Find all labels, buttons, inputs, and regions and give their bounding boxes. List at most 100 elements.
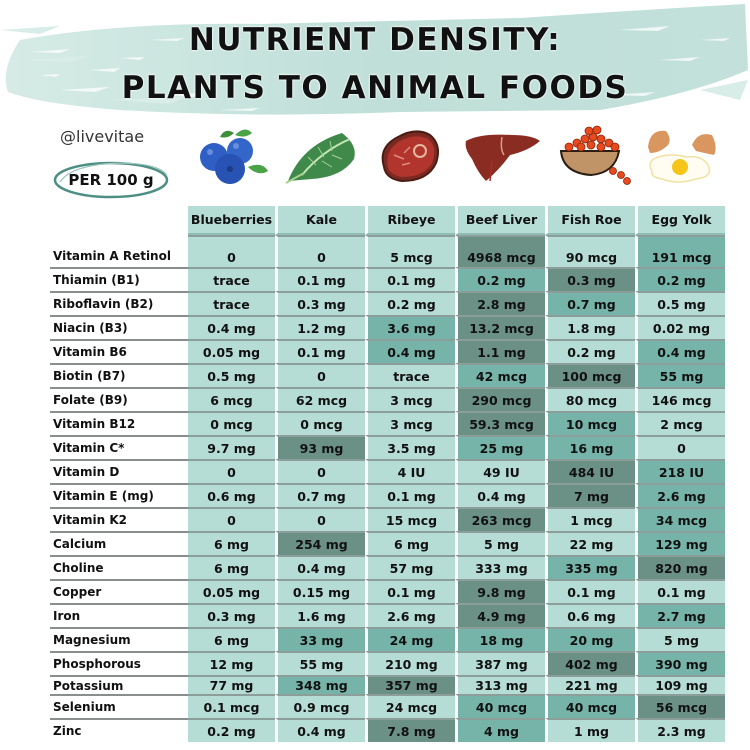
value-cell: 0.5 mg	[188, 363, 275, 387]
table-row: Vitamin A Retinol 0 0 5 mcg 4968 mcg 90 mcg 19…	[50, 235, 725, 267]
value-cell: 1.1 mg	[455, 339, 545, 363]
nutrient-label: Thiamin (B1)	[50, 267, 188, 291]
value-cell: 146 mcg	[635, 387, 725, 411]
value-cell: 0.2 mg	[188, 718, 275, 742]
kale-icon	[285, 133, 355, 184]
value-cell: 6 mcg	[188, 387, 275, 411]
table-row: Vitamin C* 9.7 mg 93 mg 3.5 mg 25 mg 16 mg 0	[50, 435, 725, 459]
nutrient-label: Iron	[50, 603, 188, 627]
value-cell: trace	[188, 267, 275, 291]
value-cell: 93 mg	[275, 435, 365, 459]
value-cell: 2.6 mg	[635, 483, 725, 507]
value-cell: 1.2 mg	[275, 315, 365, 339]
value-cell: 5 mcg	[365, 235, 455, 267]
value-cell: 22 mg	[545, 531, 635, 555]
nutrient-label: Vitamin K2	[50, 507, 188, 531]
table-row: Vitamin B6 0.05 mg 0.1 mg 0.4 mg 1.1 mg 0.2 m…	[50, 339, 725, 363]
value-cell: 0	[275, 235, 365, 267]
value-cell: 4.9 mg	[455, 603, 545, 627]
value-cell: 0.4 mg	[275, 718, 365, 742]
value-cell: 0	[188, 235, 275, 267]
table-row: Choline 6 mg 0.4 mg 57 mg 333 mg 335 mg 820 mg	[50, 555, 725, 579]
blueberries-icon	[200, 129, 268, 184]
value-cell: 0	[275, 507, 365, 531]
value-cell: 16 mg	[545, 435, 635, 459]
value-cell: 0 mcg	[275, 411, 365, 435]
value-cell: 15 mcg	[365, 507, 455, 531]
value-cell: 348 mg	[275, 675, 365, 694]
value-cell: trace	[365, 363, 455, 387]
value-cell: 49 IU	[455, 459, 545, 483]
nutrient-label: Vitamin D	[50, 459, 188, 483]
title-line-1: NUTRIENT DENSITY:	[188, 22, 562, 58]
value-cell: 9.8 mg	[455, 579, 545, 603]
value-cell: 56 mcg	[635, 694, 725, 718]
title-line-2: PLANTS TO ANIMAL FOODS	[121, 70, 629, 106]
value-cell: 1 mg	[545, 718, 635, 742]
value-cell: 254 mg	[275, 531, 365, 555]
value-cell: 387 mg	[455, 651, 545, 675]
value-cell: 0.4 mg	[455, 483, 545, 507]
value-cell: 0	[188, 507, 275, 531]
value-cell: 3 mcg	[365, 411, 455, 435]
value-cell: 1 mcg	[545, 507, 635, 531]
value-cell: 0.9 mcg	[275, 694, 365, 718]
value-cell: 33 mg	[275, 627, 365, 651]
value-cell: 2.7 mg	[635, 603, 725, 627]
fish-roe-bowl-icon	[559, 125, 631, 185]
value-cell: 0.4 mg	[635, 339, 725, 363]
value-cell: 0.6 mg	[188, 483, 275, 507]
value-cell: 402 mg	[545, 651, 635, 675]
value-cell: 77 mg	[188, 675, 275, 694]
value-cell: 0.3 mg	[545, 267, 635, 291]
value-cell: 40 mcg	[545, 694, 635, 718]
value-cell: 0.02 mg	[635, 315, 725, 339]
brush-stroke-background	[0, 4, 748, 115]
nutrient-label: Vitamin B6	[50, 339, 188, 363]
value-cell: 0.1 mg	[365, 267, 455, 291]
value-cell: 357 mg	[365, 675, 455, 694]
value-cell: 0.4 mg	[275, 555, 365, 579]
nutrient-label: Copper	[50, 579, 188, 603]
value-cell: 24 mcg	[365, 694, 455, 718]
value-cell: 0.15 mg	[275, 579, 365, 603]
nutrient-label: Zinc	[50, 718, 188, 742]
nutrient-table: Blueberries Kale Ribeye Beef Liver Fish …	[50, 206, 725, 742]
value-cell: 2.3 mg	[635, 718, 725, 742]
value-cell: 210 mg	[365, 651, 455, 675]
beef-liver-icon	[465, 134, 540, 182]
nutrient-label: Phosphorous	[50, 651, 188, 675]
value-cell: 1.8 mg	[545, 315, 635, 339]
value-cell: 1.6 mg	[275, 603, 365, 627]
value-cell: 5 mg	[635, 627, 725, 651]
value-cell: 0	[275, 459, 365, 483]
table-row: Calcium 6 mg 254 mg 6 mg 5 mg 22 mg 129 mg	[50, 531, 725, 555]
value-cell: 0 mcg	[188, 411, 275, 435]
value-cell: trace	[188, 291, 275, 315]
table-row: Iron 0.3 mg 1.6 mg 2.6 mg 4.9 mg 0.6 mg 2.7 mg	[50, 603, 725, 627]
value-cell: 263 mcg	[455, 507, 545, 531]
value-cell: 0.1 mg	[365, 579, 455, 603]
value-cell: 313 mg	[455, 675, 545, 694]
column-header-ribeye: Ribeye	[365, 206, 455, 235]
table-row: Selenium 0.1 mcg 0.9 mcg 24 mcg 40 mcg 40 mcg…	[50, 694, 725, 718]
value-cell: 0.2 mg	[635, 267, 725, 291]
value-cell: 0.05 mg	[188, 579, 275, 603]
value-cell: 0.1 mcg	[188, 694, 275, 718]
value-cell: 109 mg	[635, 675, 725, 694]
value-cell: 6 mg	[188, 531, 275, 555]
value-cell: 0.05 mg	[188, 339, 275, 363]
value-cell: 0.2 mg	[455, 267, 545, 291]
value-cell: 0.2 mg	[365, 291, 455, 315]
column-header-fish-roe: Fish Roe	[545, 206, 635, 235]
value-cell: 20 mg	[545, 627, 635, 651]
value-cell: 5 mg	[455, 531, 545, 555]
value-cell: 90 mcg	[545, 235, 635, 267]
cracked-egg-icon	[648, 130, 716, 183]
nutrient-label: Vitamin A Retinol	[50, 235, 188, 267]
value-cell: 40 mcg	[455, 694, 545, 718]
nutrient-label: Biotin (B7)	[50, 363, 188, 387]
value-cell: 335 mg	[545, 555, 635, 579]
value-cell: 3.6 mg	[365, 315, 455, 339]
value-cell: 0.3 mg	[275, 291, 365, 315]
